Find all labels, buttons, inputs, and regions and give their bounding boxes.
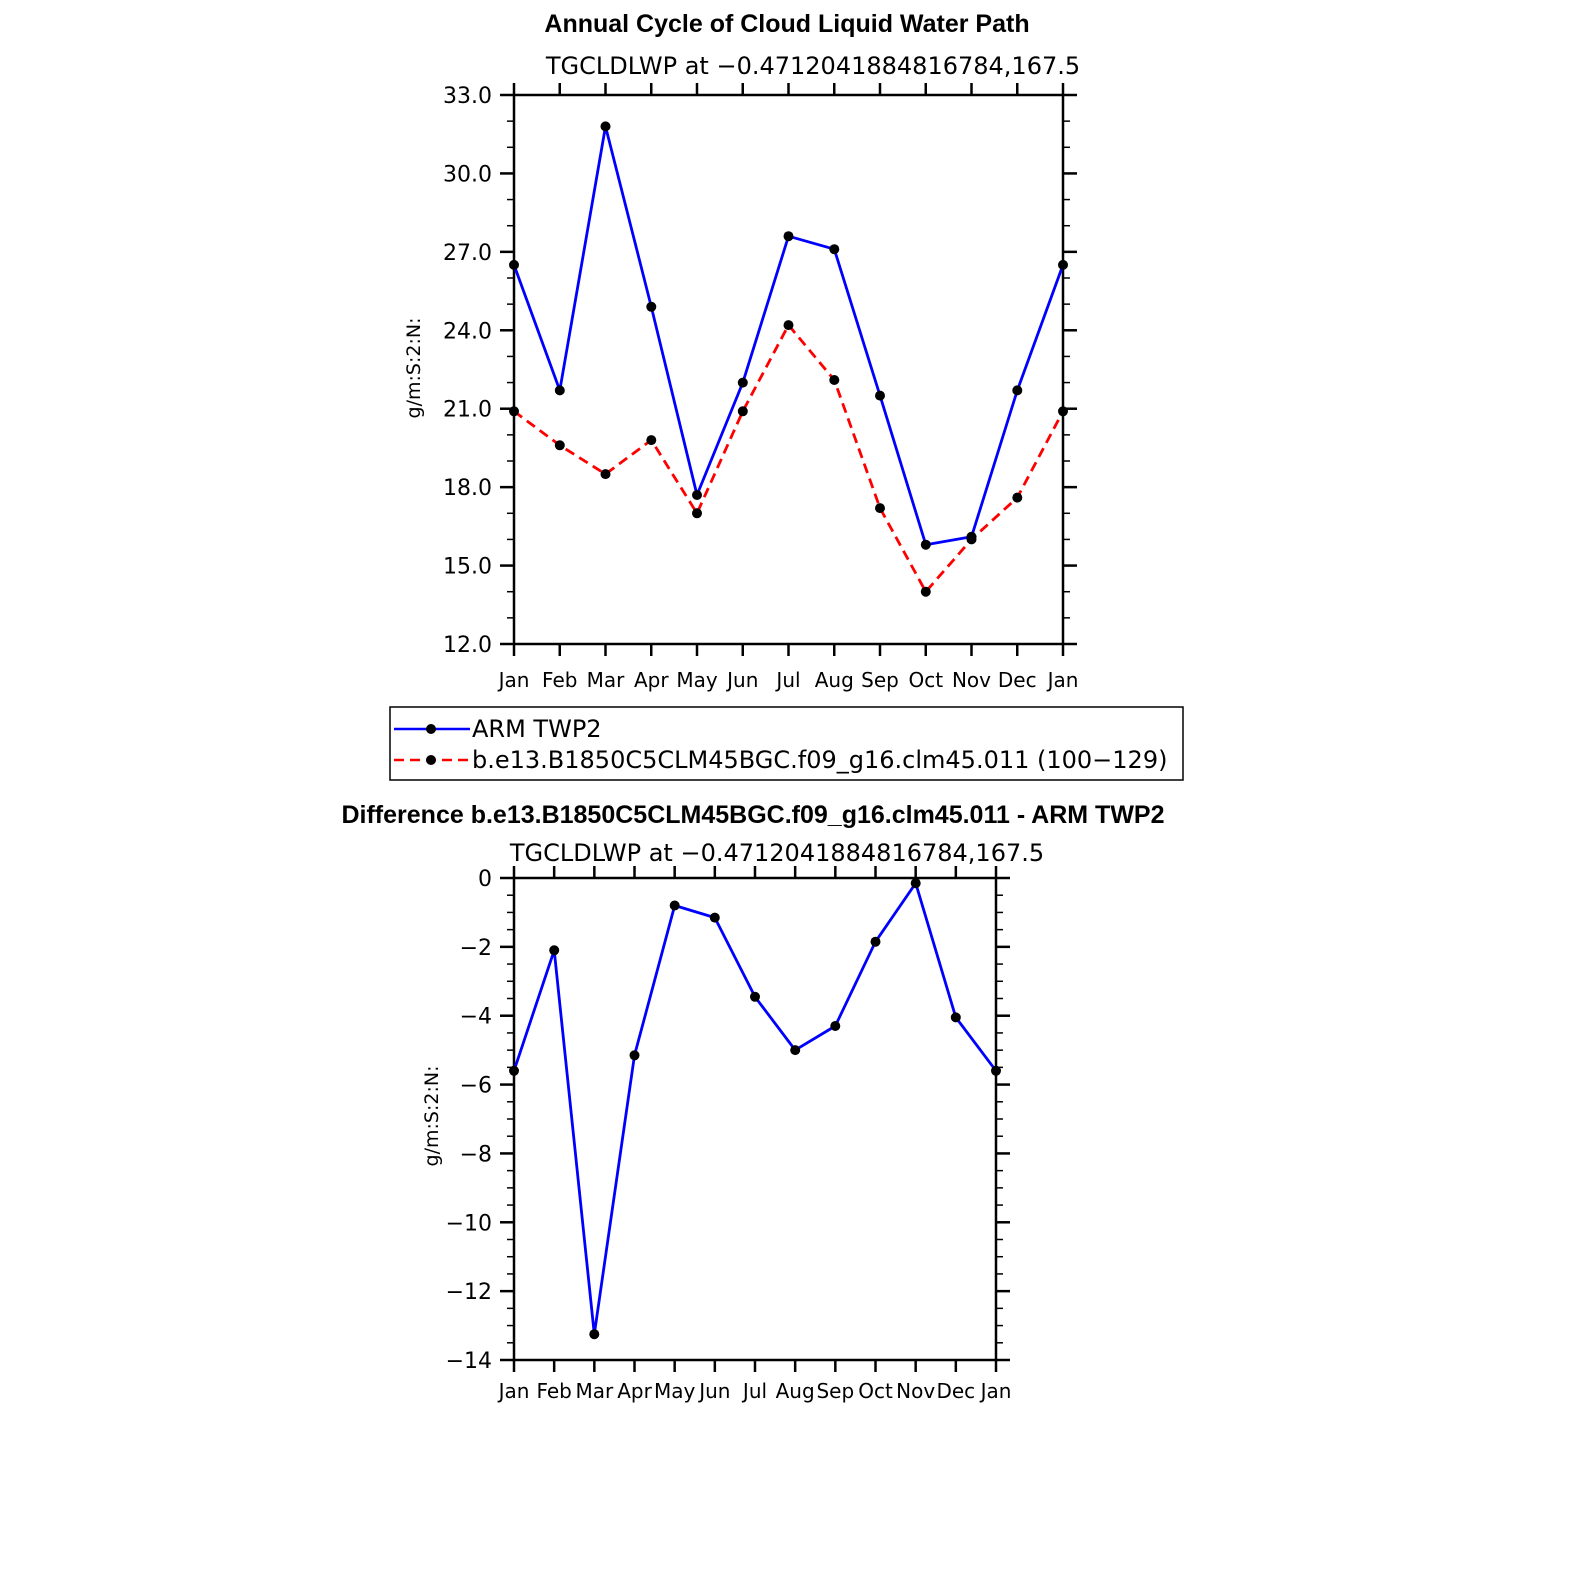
- x-tick-label: Apr: [617, 1379, 652, 1403]
- data-point-series-1: [870, 936, 881, 947]
- x-tick-label: Jul: [774, 668, 800, 692]
- data-point-series-1: [646, 301, 657, 312]
- legend-box: [389, 706, 1184, 781]
- chart-title: Difference b.e13.B1850C5CLM45BGC.f09_g16…: [341, 801, 1164, 829]
- data-point-series-1: [669, 900, 680, 911]
- legend-label-series-2: b.e13.B1850C5CLM45BGC.f09_g16.clm45.011 …: [472, 746, 1167, 774]
- y-axis-label: g/m:S:2:N:: [403, 318, 425, 419]
- y-tick-label: 30.0: [443, 162, 492, 187]
- y-tick-label: 21.0: [443, 398, 492, 423]
- data-point-series-1: [910, 878, 921, 889]
- y-tick-label: −14: [446, 1349, 492, 1374]
- x-tick-label: Aug: [815, 668, 854, 692]
- data-point-series-2: [829, 375, 840, 385]
- y-tick-label: 33.0: [443, 84, 492, 109]
- x-tick-label: Jan: [497, 668, 530, 692]
- series-line-2: [513, 323, 1065, 594]
- y-tick-label: −10: [446, 1211, 492, 1236]
- x-tick-label: Jan: [497, 1379, 530, 1403]
- x-tick-label: Mar: [575, 1379, 614, 1403]
- x-tick-label: Oct: [858, 1379, 893, 1403]
- legend-label-series-1: ARM TWP2: [472, 715, 602, 743]
- x-tick-label: Aug: [776, 1379, 815, 1403]
- data-point-series-1: [1058, 259, 1068, 270]
- annual-cycle-chart: Annual Cycle of Cloud Liquid Water Path …: [403, 10, 1080, 692]
- data-point-series-2: [1012, 492, 1023, 503]
- legend-marker-series-1: [426, 724, 436, 734]
- data-point-series-1: [829, 244, 840, 255]
- x-tick-label: May: [654, 1379, 696, 1403]
- x-tick-label: Feb: [536, 1379, 571, 1403]
- x-tick-label: Feb: [542, 668, 577, 692]
- data-point-series-2: [875, 503, 885, 514]
- data-point-series-1: [509, 1065, 519, 1076]
- x-tick-label: Jun: [697, 1379, 730, 1403]
- data-point-series-1: [920, 539, 931, 550]
- data-point-series-1: [790, 1045, 801, 1056]
- data-point-series-2: [1058, 406, 1068, 417]
- y-tick-label: −8: [460, 1142, 492, 1167]
- chart-subtitle: TGCLDLWP at −0.4712041884816784,167.5: [509, 839, 1044, 867]
- x-tick-label: Jan: [1046, 668, 1079, 692]
- data-point-series-2: [783, 320, 794, 331]
- x-tick-label: Jan: [979, 1379, 1012, 1403]
- x-tick-label: May: [676, 668, 718, 692]
- data-point-series-2: [966, 534, 977, 545]
- y-axis-label: g/m:S:2:N:: [421, 1066, 443, 1167]
- data-point-series-1: [549, 945, 560, 956]
- y-tick-label: 12.0: [443, 633, 492, 658]
- x-tick-label: Jun: [725, 668, 758, 692]
- data-point-series-1: [600, 121, 611, 132]
- y-tick-label: 15.0: [443, 555, 492, 580]
- x-tick-label: Mar: [587, 668, 626, 692]
- legend: ARM TWP2 b.e13.B1850C5CLM45BGC.f09_g16.c…: [389, 706, 1184, 781]
- data-point-series-1: [875, 390, 885, 401]
- data-point-series-2: [646, 435, 657, 446]
- x-tick-label: Nov: [896, 1379, 935, 1403]
- data-point-series-1: [509, 259, 519, 270]
- x-tick-label: Jul: [741, 1379, 767, 1403]
- x-tick-label: Sep: [816, 1379, 854, 1403]
- data-point-series-2: [600, 469, 611, 480]
- data-point-series-2: [920, 586, 931, 597]
- data-point-series-1: [991, 1065, 1001, 1076]
- y-tick-label: −12: [446, 1280, 492, 1305]
- data-point-series-1: [589, 1329, 600, 1340]
- x-tick-label: Nov: [952, 668, 991, 692]
- data-point-series-1: [709, 912, 720, 923]
- data-point-series-1: [554, 385, 565, 396]
- data-point-series-1: [629, 1050, 640, 1061]
- data-point-series-2: [737, 406, 748, 417]
- data-point-series-2: [692, 508, 702, 519]
- chart-subtitle: TGCLDLWP at −0.4712041884816784,167.5: [545, 52, 1080, 80]
- y-tick-label: 24.0: [443, 319, 492, 344]
- data-point-series-1: [830, 1021, 841, 1031]
- data-point-series-1: [737, 377, 748, 388]
- y-tick-label: 27.0: [443, 241, 492, 266]
- x-tick-label: Sep: [861, 668, 899, 692]
- plot-frame: [512, 876, 998, 1362]
- x-tick-label: Dec: [936, 1379, 975, 1403]
- data-point-series-1: [750, 991, 760, 1002]
- data-point-series-1: [783, 231, 794, 242]
- y-tick-label: 0: [478, 867, 492, 892]
- series-line-1: [512, 881, 998, 1336]
- series-line-1: [512, 125, 1065, 547]
- x-tick-label: Dec: [998, 668, 1037, 692]
- y-tick-label: −4: [460, 1005, 492, 1030]
- data-point-series-2: [509, 406, 519, 417]
- data-point-series-1: [692, 490, 702, 500]
- chart-title: Annual Cycle of Cloud Liquid Water Path: [544, 10, 1029, 38]
- x-tick-label: Oct: [908, 668, 943, 692]
- difference-chart: Difference b.e13.B1850C5CLM45BGC.f09_g16…: [341, 801, 1164, 1403]
- y-tick-label: 18.0: [443, 476, 492, 501]
- data-point-series-2: [554, 440, 565, 451]
- data-point-series-1: [1012, 385, 1023, 396]
- y-tick-label: −6: [460, 1074, 492, 1099]
- x-tick-label: Apr: [634, 668, 669, 692]
- data-point-series-1: [950, 1012, 961, 1023]
- y-tick-label: −2: [460, 936, 492, 961]
- legend-marker-series-2: [426, 755, 436, 765]
